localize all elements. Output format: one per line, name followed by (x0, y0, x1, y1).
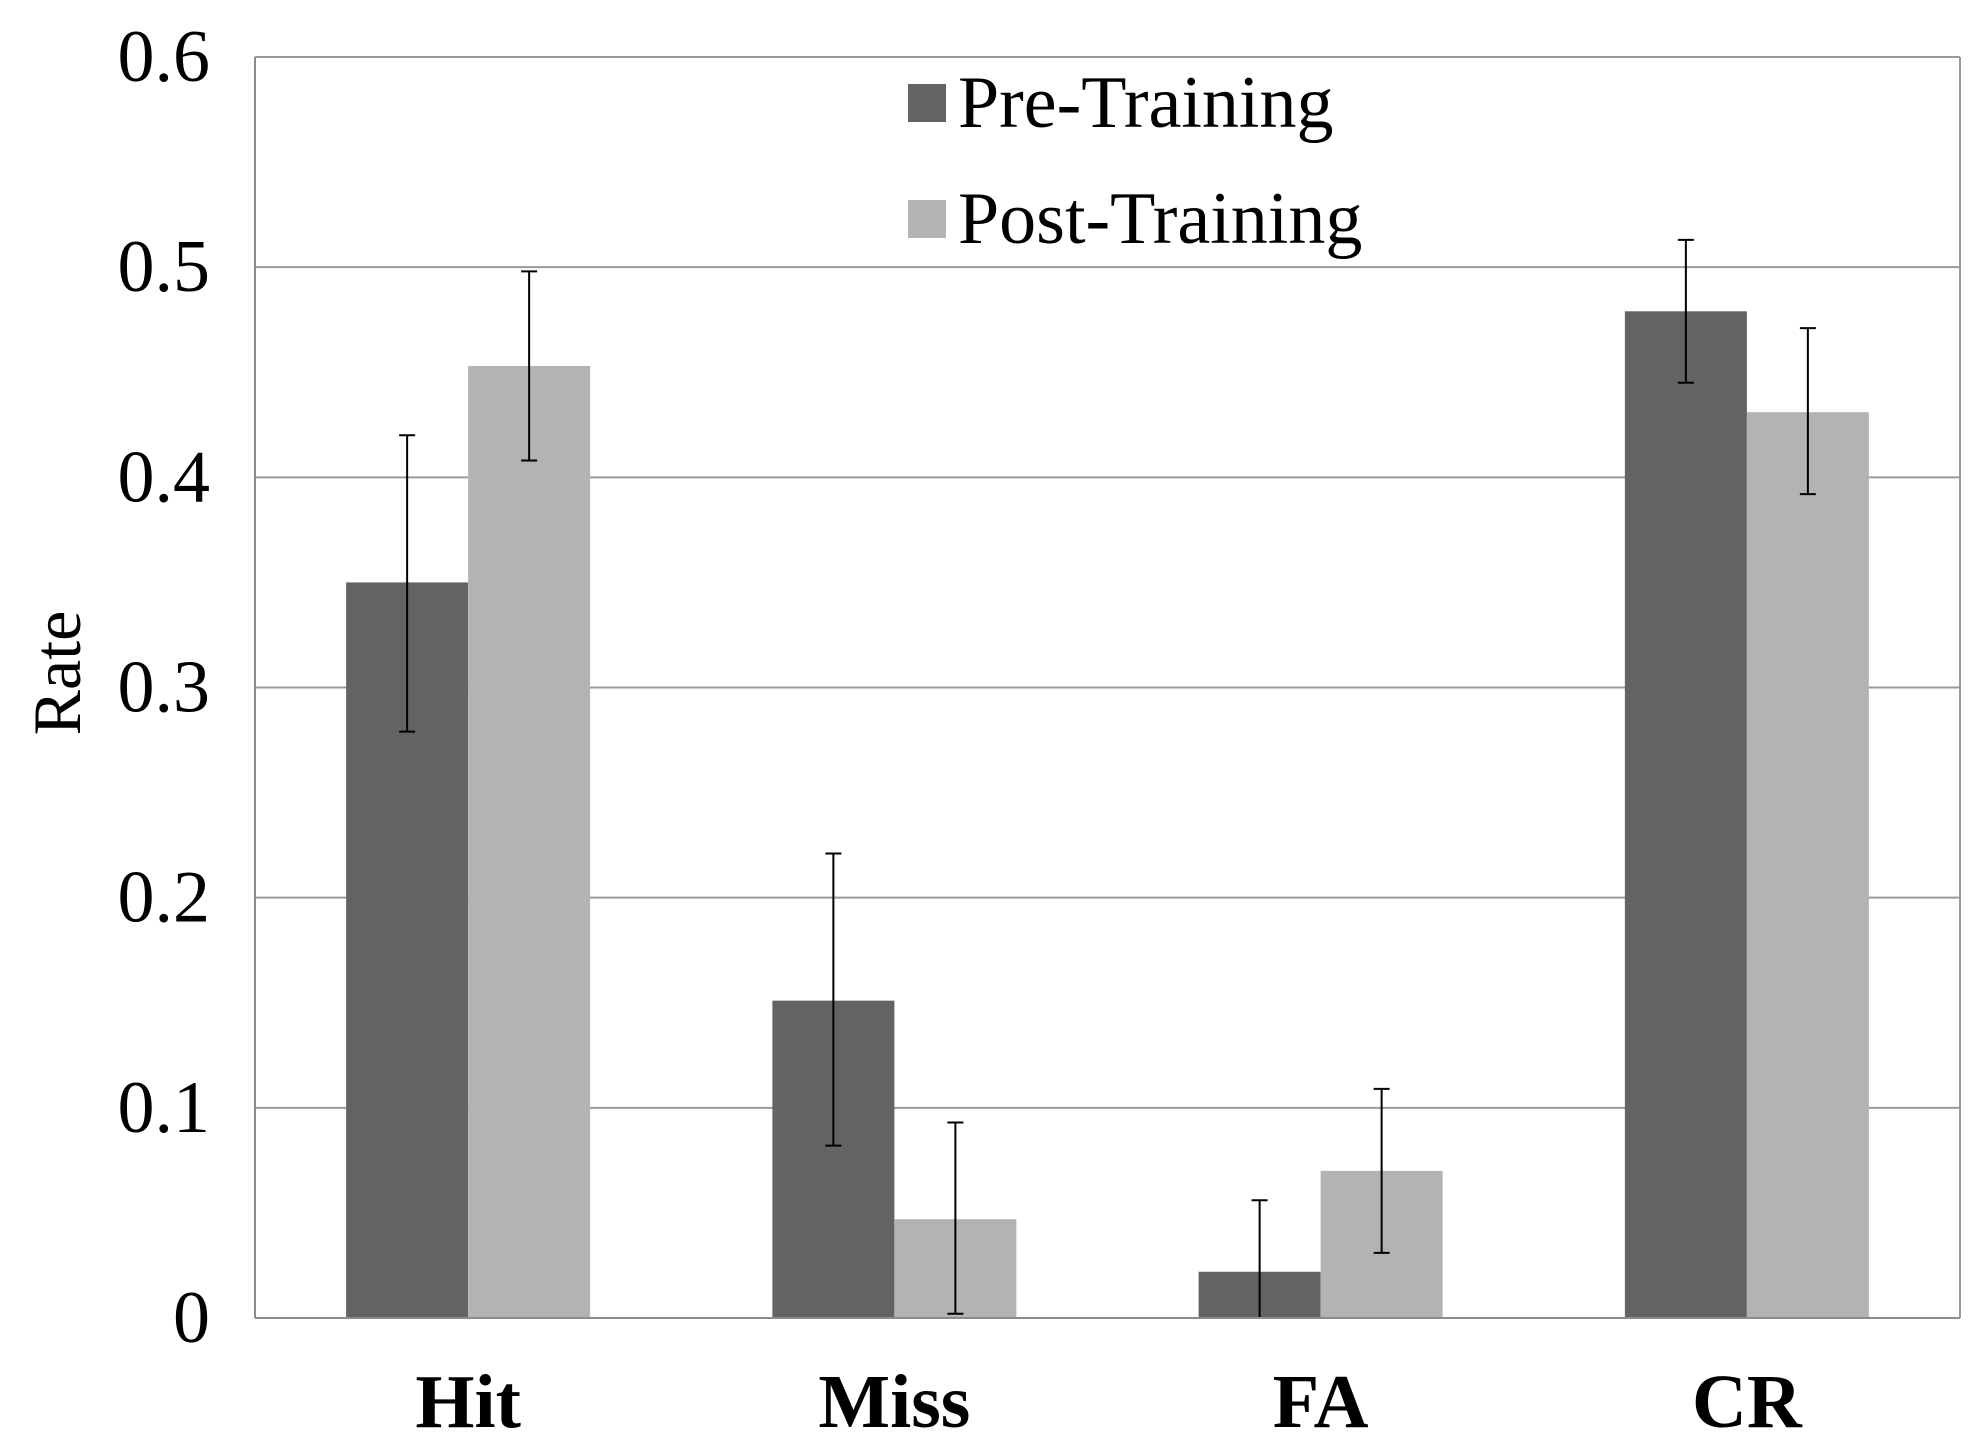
error-bar-cr-post-training (1799, 327, 1816, 496)
error-bar-fa-post-training (1373, 1087, 1390, 1254)
y-tick-label-0.5: 0.5 (118, 226, 211, 308)
y-axis-title: Rate (19, 611, 95, 736)
x-category-label-hit: Hit (415, 1360, 521, 1434)
bar-hit-post-training (468, 365, 591, 1318)
error-bar-hit-pre-training (399, 434, 416, 733)
bar-cr-pre-training (1624, 311, 1747, 1319)
axes (254, 57, 1961, 1319)
legend: Pre-Training Post-Training (908, 62, 1362, 260)
legend-swatch-post-training (908, 200, 946, 238)
legend-swatch-pre-training (908, 84, 946, 122)
y-tick-label-0.2: 0.2 (118, 857, 211, 939)
x-category-label-fa: FA (1273, 1360, 1369, 1434)
x-category-label-cr: CR (1692, 1360, 1803, 1434)
bars (346, 311, 1869, 1319)
y-tick-label-0.4: 0.4 (118, 436, 211, 518)
x-category-label-miss: Miss (818, 1360, 970, 1434)
error-bars (399, 238, 1816, 1319)
x-category-labels: Hit Miss FA CR (415, 1360, 1803, 1439)
legend-label-pre-training: Pre-Training (958, 62, 1334, 144)
bar-cr-post-training (1746, 412, 1869, 1319)
legend-label-post-training: Post-Training (958, 178, 1362, 260)
error-bar-cr-pre-training (1677, 238, 1694, 384)
y-tick-label-0.1: 0.1 (118, 1067, 211, 1149)
y-tick-labels: 0 0.1 0.2 0.3 0.4 0.5 0.6 (118, 16, 211, 1359)
y-tick-label-0: 0 (173, 1277, 210, 1359)
error-bar-miss-pre-training (825, 852, 842, 1147)
error-bar-hit-post-training (521, 270, 538, 462)
y-tick-label-0.6: 0.6 (118, 16, 211, 98)
error-bar-miss-post-training (947, 1121, 964, 1315)
y-tick-label-0.3: 0.3 (118, 647, 211, 729)
